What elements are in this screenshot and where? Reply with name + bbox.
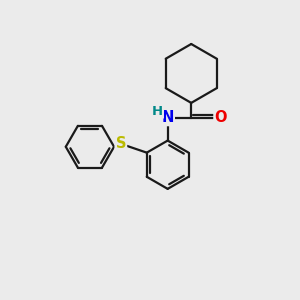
Text: N: N	[161, 110, 174, 125]
Text: H: H	[152, 105, 163, 118]
Text: S: S	[116, 136, 126, 151]
Text: O: O	[214, 110, 227, 125]
